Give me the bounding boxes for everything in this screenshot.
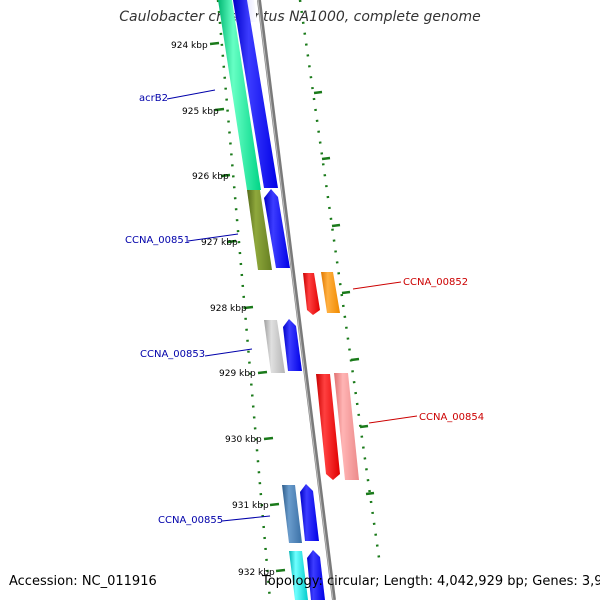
genome-backbone [257,0,336,600]
leader-ccna-00852 [352,281,402,290]
leader-ccna-00853 [204,348,253,357]
tick-label-927: 927 kbp [201,238,238,248]
label-ccna-00853[interactable]: CCNA_00853 [140,349,205,360]
leader-ccna-00851 [187,233,239,242]
tick-label-928: 928 kbp [210,304,247,314]
tick-label-924: 924 kbp [171,41,208,51]
tick-label-932: 932 kbp [238,568,275,578]
tick-label-930: 930 kbp [225,435,262,445]
cds-ccna-00852[interactable] [321,272,340,313]
tick-label-926: 926 kbp [192,172,229,182]
label-ccna-00851[interactable]: CCNA_00851 [125,235,190,246]
label-ccna-00852[interactable]: CCNA_00852 [403,277,468,288]
gene-ccna-00852[interactable] [303,273,320,315]
map-title: Caulobacter crescentus NA1000, complete … [119,9,481,25]
cds-bottom-blue[interactable] [307,550,325,600]
label-ccna-00855[interactable]: CCNA_00855 [158,515,223,526]
gene-ccna-00854[interactable] [316,374,340,480]
cds-acrB2[interactable] [233,0,278,188]
gene-ccna-00855[interactable] [282,485,302,543]
tick-labels: 924 kbp 925 kbp 926 kbp 927 kbp 928 kbp … [171,41,275,578]
major-ticks-left [209,41,286,573]
label-ccna-00854[interactable]: CCNA_00854 [419,412,484,423]
gene-acrB2[interactable] [218,0,261,190]
tick-label-925: 925 kbp [182,107,219,117]
leader-acrB2 [166,89,216,100]
leader-ccna-00855 [221,515,271,522]
tick-label-931: 931 kbp [232,501,269,511]
tick-track-left [216,0,272,600]
major-ticks-right [313,90,375,496]
gene-ccna-00853[interactable] [264,320,285,373]
cds-ccna-00851[interactable] [264,189,290,268]
cds-ccna-00854[interactable] [334,373,359,480]
tick-label-929: 929 kbp [219,369,256,379]
leader-ccna-00854 [368,415,418,424]
gene-ccna-00851[interactable] [247,190,272,270]
gene-bottom-cyan[interactable] [289,551,308,600]
cds-ccna-00855[interactable] [300,484,319,541]
accession-text: Accession: NC_011916 [9,574,157,589]
label-acrB2[interactable]: acrB2 [139,93,168,104]
genome-summary-text: Topology: circular; Length: 4,042,929 bp… [262,574,600,589]
cds-ccna-00853[interactable] [283,319,302,371]
